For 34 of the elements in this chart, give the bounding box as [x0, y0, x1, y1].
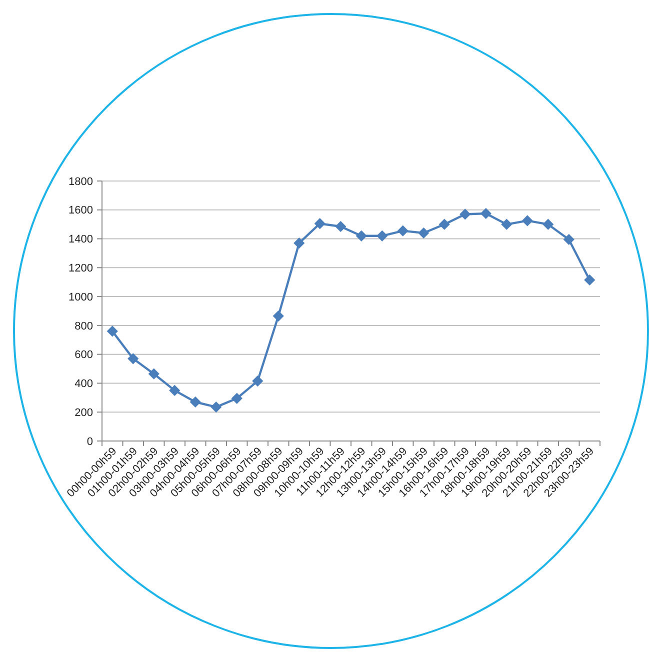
y-tick-label: 400	[74, 378, 93, 390]
point	[232, 393, 242, 404]
y-tick-label: 1800	[68, 176, 93, 188]
point	[480, 208, 492, 219]
y-tick-label: 1000	[68, 291, 93, 304]
point	[210, 402, 222, 412]
point	[252, 376, 263, 386]
point	[439, 218, 450, 230]
point	[418, 228, 429, 238]
point	[335, 221, 346, 232]
point	[294, 238, 304, 248]
point	[356, 230, 367, 242]
point	[273, 310, 284, 322]
point	[128, 353, 138, 364]
y-tick-label: 1200	[68, 262, 93, 275]
y-tick-label: 200	[74, 406, 93, 419]
y-tick-label: 0	[86, 436, 93, 448]
point	[398, 225, 408, 236]
point	[190, 396, 201, 408]
y-tick-label: 1600	[68, 204, 93, 217]
point	[169, 385, 180, 396]
point	[501, 218, 512, 230]
point	[376, 230, 388, 242]
y-tick-label: 800	[74, 320, 93, 332]
point	[148, 368, 160, 380]
point	[460, 208, 470, 220]
point	[564, 234, 574, 245]
point	[314, 218, 326, 229]
point	[522, 215, 533, 226]
point	[107, 326, 118, 337]
y-tick-label: 600	[74, 349, 93, 362]
y-tick-label: 1400	[68, 234, 93, 246]
point	[584, 274, 595, 286]
point	[542, 218, 554, 230]
